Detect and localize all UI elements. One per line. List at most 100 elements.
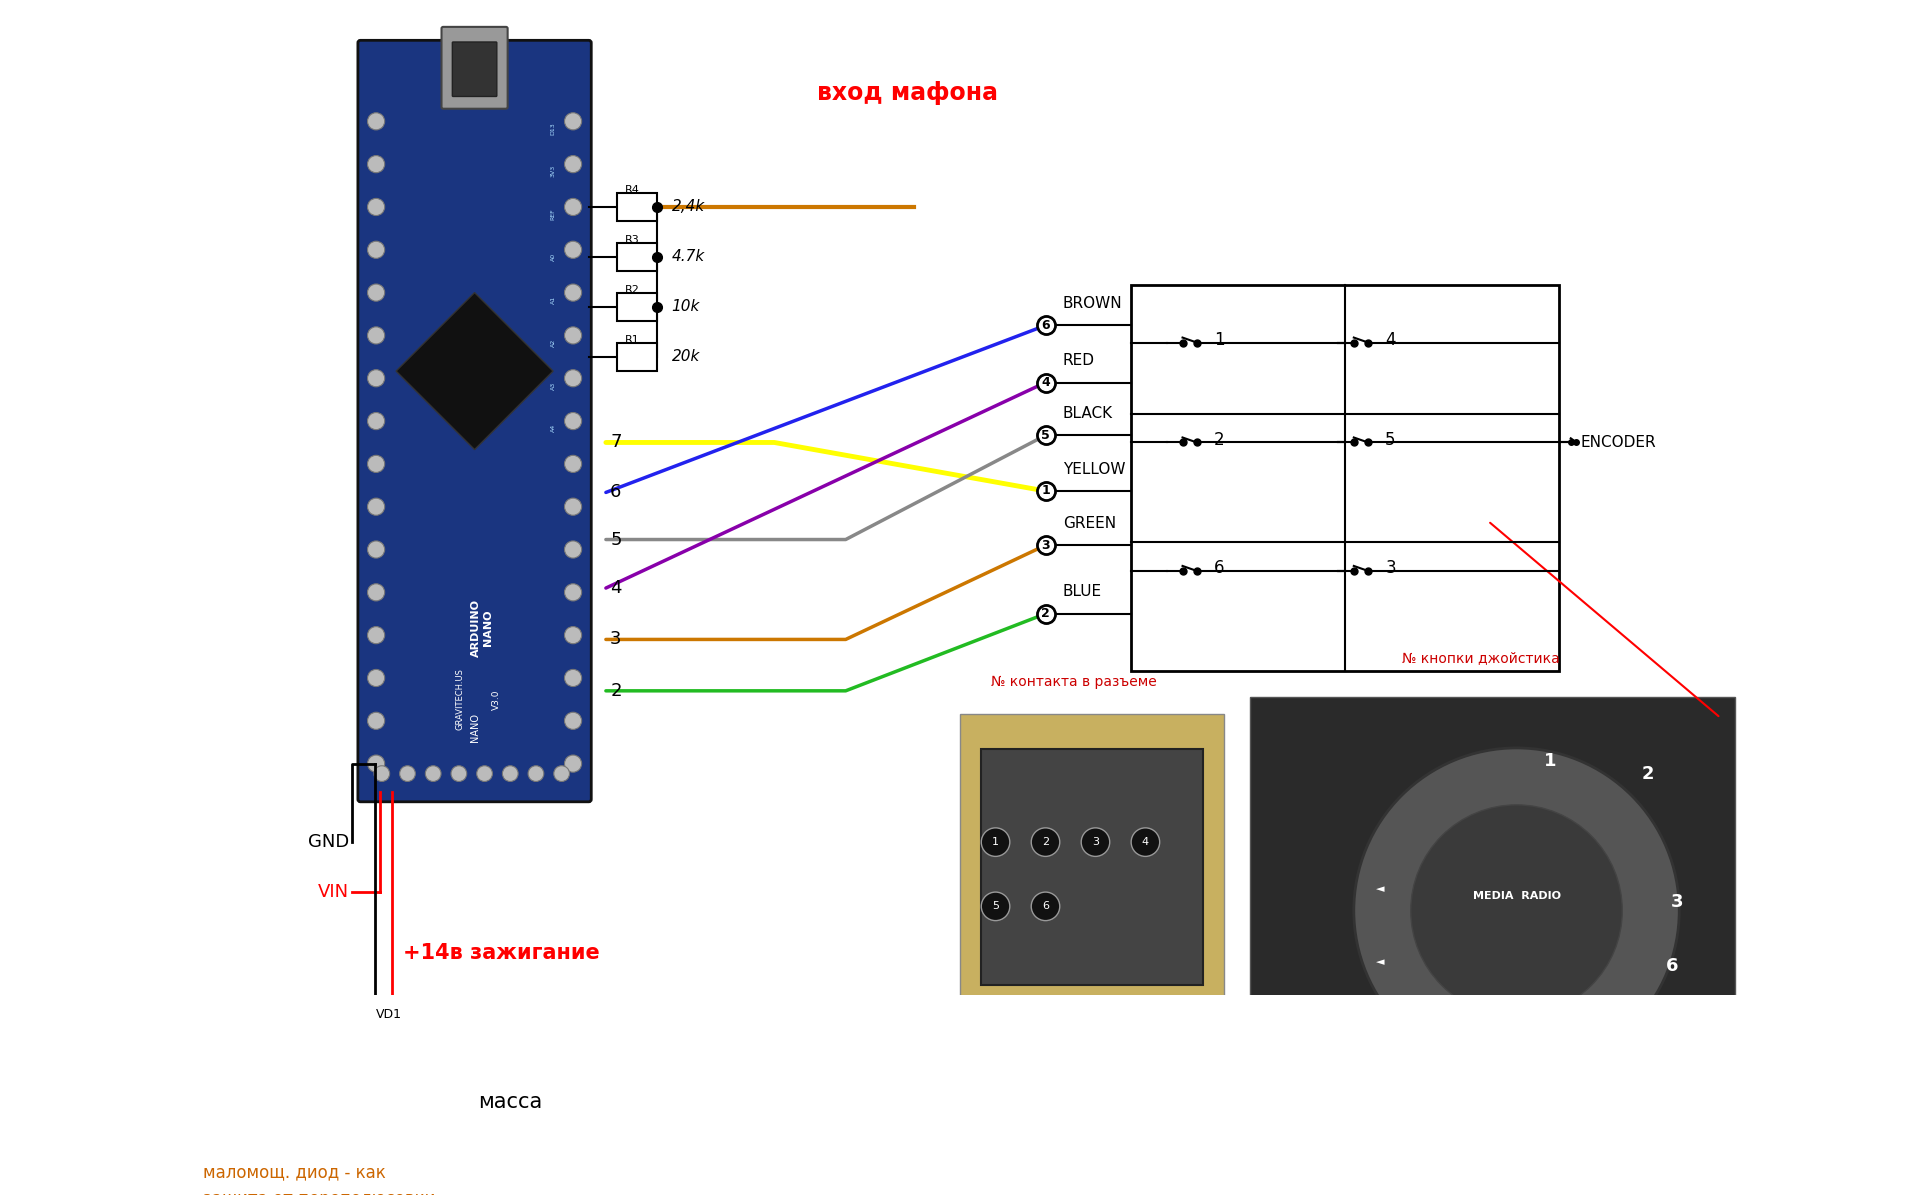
FancyBboxPatch shape — [357, 41, 591, 802]
Text: 2: 2 — [1642, 765, 1653, 783]
Circle shape — [367, 498, 384, 515]
Text: 2: 2 — [1043, 838, 1048, 847]
Circle shape — [367, 369, 384, 387]
Polygon shape — [396, 293, 553, 449]
Text: 2,4k: 2,4k — [672, 200, 705, 214]
Text: 6: 6 — [1213, 559, 1225, 577]
Circle shape — [564, 369, 582, 387]
Text: 1: 1 — [993, 838, 998, 847]
Bar — [1250, 697, 1736, 1124]
Text: ◄: ◄ — [1377, 957, 1384, 967]
Circle shape — [1354, 748, 1680, 1073]
Text: NANO: NANO — [470, 713, 480, 742]
Text: 4: 4 — [1384, 331, 1396, 349]
Text: R4: R4 — [624, 185, 639, 195]
Text: GREEN: GREEN — [1062, 516, 1116, 531]
Circle shape — [564, 541, 582, 558]
Text: вход мафона: вход мафона — [818, 81, 998, 105]
Circle shape — [367, 284, 384, 301]
Text: ARDUINO
NANO: ARDUINO NANO — [470, 599, 493, 657]
Text: 1: 1 — [1544, 752, 1557, 770]
Text: YELLOW: YELLOW — [1062, 461, 1125, 477]
Text: VIN: VIN — [319, 883, 349, 901]
Text: R1: R1 — [624, 335, 639, 344]
Circle shape — [1031, 828, 1060, 857]
Circle shape — [564, 198, 582, 215]
Text: REF: REF — [551, 208, 555, 220]
Text: RED: RED — [1062, 354, 1094, 368]
Circle shape — [564, 284, 582, 301]
Text: маломощ. диод - как
зашита от переполюсовки: маломощ. диод - как зашита от переполюсо… — [204, 1163, 436, 1195]
Text: A2: A2 — [551, 338, 555, 347]
Text: GND: GND — [307, 833, 349, 851]
FancyBboxPatch shape — [442, 26, 507, 109]
Circle shape — [367, 712, 384, 729]
Circle shape — [564, 412, 582, 430]
Text: масса: масса — [478, 1092, 541, 1111]
Text: 3: 3 — [1041, 539, 1050, 552]
Circle shape — [399, 766, 415, 782]
Circle shape — [564, 669, 582, 687]
Text: 1: 1 — [1041, 484, 1050, 497]
Circle shape — [981, 828, 1010, 857]
Text: 3V3: 3V3 — [551, 165, 555, 177]
Polygon shape — [378, 1029, 401, 1055]
Text: 3: 3 — [1092, 838, 1098, 847]
Circle shape — [1131, 828, 1160, 857]
Circle shape — [564, 498, 582, 515]
Text: 3: 3 — [1384, 559, 1396, 577]
Text: 5: 5 — [993, 901, 998, 912]
Bar — [960, 713, 1223, 1021]
Circle shape — [564, 241, 582, 258]
Circle shape — [367, 755, 384, 772]
Text: 6: 6 — [1043, 901, 1048, 912]
Bar — [618, 343, 657, 372]
Circle shape — [367, 327, 384, 344]
Circle shape — [564, 584, 582, 601]
Text: GRAVITECH.US: GRAVITECH.US — [455, 668, 465, 730]
Text: 2: 2 — [1041, 607, 1050, 620]
Text: № кнопки джойстика: № кнопки джойстика — [1402, 651, 1559, 666]
Bar — [618, 192, 657, 221]
Text: BROWN: BROWN — [1062, 296, 1123, 311]
Circle shape — [1411, 805, 1622, 1017]
Text: D13: D13 — [551, 122, 555, 135]
Text: A1: A1 — [551, 295, 555, 304]
Text: 6: 6 — [611, 484, 622, 502]
Circle shape — [367, 626, 384, 644]
Circle shape — [1031, 893, 1060, 920]
Circle shape — [367, 541, 384, 558]
Circle shape — [564, 626, 582, 644]
Circle shape — [367, 155, 384, 173]
Text: VD1: VD1 — [376, 1007, 401, 1021]
Text: 6: 6 — [1041, 319, 1050, 332]
Text: BLUE: BLUE — [1062, 584, 1102, 600]
Circle shape — [1081, 828, 1110, 857]
Text: ENCODER: ENCODER — [1580, 435, 1657, 451]
Text: 2: 2 — [1213, 431, 1225, 449]
Circle shape — [367, 241, 384, 258]
Bar — [1131, 286, 1559, 670]
Text: 4: 4 — [1142, 838, 1148, 847]
Circle shape — [528, 766, 543, 782]
Circle shape — [564, 112, 582, 130]
Text: A4: A4 — [551, 424, 555, 433]
Circle shape — [367, 112, 384, 130]
Circle shape — [553, 766, 570, 782]
Text: 5: 5 — [611, 531, 622, 549]
Circle shape — [367, 669, 384, 687]
Circle shape — [564, 327, 582, 344]
Text: R2: R2 — [624, 284, 639, 295]
Text: 20k: 20k — [672, 349, 701, 364]
Text: ◄: ◄ — [1377, 884, 1384, 894]
Text: 4: 4 — [1041, 376, 1050, 390]
Text: 3: 3 — [611, 631, 622, 649]
Text: 6: 6 — [1665, 957, 1678, 975]
Text: 4: 4 — [611, 580, 622, 598]
Text: A3: A3 — [551, 381, 555, 390]
Circle shape — [564, 712, 582, 729]
Circle shape — [981, 893, 1010, 920]
Text: 7: 7 — [611, 434, 622, 452]
Text: 5: 5 — [1428, 1065, 1440, 1083]
Circle shape — [564, 755, 582, 772]
